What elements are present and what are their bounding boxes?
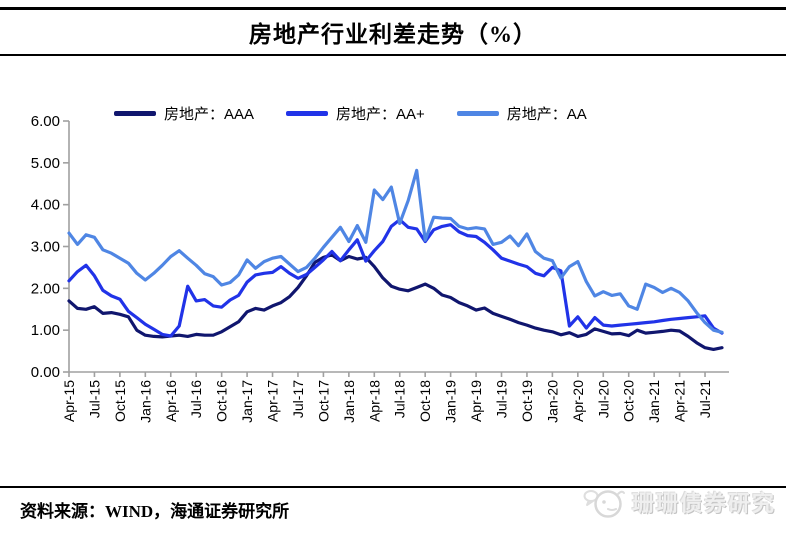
footer-divider bbox=[0, 486, 786, 488]
x-axis-label: Apr-17 bbox=[265, 380, 281, 422]
watermark: 珊珊债券研究 bbox=[582, 482, 776, 522]
x-axis-label: Apr-15 bbox=[61, 380, 77, 422]
legend-label-aa-plus: 房地产：AA+ bbox=[336, 106, 425, 123]
x-axis-label: Jul-16 bbox=[188, 380, 204, 418]
legend-swatch-aa bbox=[456, 111, 499, 116]
whale-badge-icon bbox=[583, 490, 625, 518]
x-axis-label: Oct-18 bbox=[417, 380, 433, 422]
y-axis-label: 4.00 bbox=[31, 197, 60, 214]
x-axis-label: Jan-20 bbox=[544, 380, 560, 423]
x-axis-label: Apr-21 bbox=[672, 380, 688, 422]
x-axis-label: Jul-21 bbox=[697, 380, 713, 418]
line-aaa bbox=[67, 253, 724, 351]
title-divider bbox=[0, 54, 786, 56]
legend-label-aa: 房地产：AA bbox=[506, 106, 587, 123]
x-axis-label: Jul-20 bbox=[595, 380, 611, 418]
watermark-text: 珊珊债券研究 bbox=[631, 491, 776, 516]
x-axis-label: Jan-18 bbox=[341, 380, 357, 423]
x-axis-label: Jan-21 bbox=[646, 380, 662, 423]
legend-swatch-aaa bbox=[114, 111, 156, 116]
line-aa-plus bbox=[67, 218, 724, 338]
x-axis-label: Oct-17 bbox=[315, 380, 331, 422]
legend-label-aaa: 房地产：AAA bbox=[164, 106, 255, 123]
x-axis-label: Apr-18 bbox=[366, 380, 382, 422]
series-lines bbox=[67, 168, 724, 351]
top-divider bbox=[0, 7, 786, 10]
legend-item-aaa: 房地产：AAA bbox=[114, 103, 254, 124]
y-axis-label: 5.00 bbox=[31, 155, 60, 172]
x-axis-label: Oct-15 bbox=[112, 380, 128, 422]
chart-legend: 房地产：AAA 房地产：AA+ 房地产：AA bbox=[114, 103, 587, 124]
x-axis-label: Apr-20 bbox=[570, 380, 586, 422]
x-axis-label: Jan-17 bbox=[239, 380, 255, 423]
source-note: 资料来源：WIND，海通证券研究所 bbox=[20, 502, 290, 521]
y-axis-label: 6.00 bbox=[31, 113, 60, 130]
x-axis-label: Jan-16 bbox=[137, 380, 153, 423]
line-aa bbox=[67, 168, 724, 334]
legend-item-aa: 房地产：AA bbox=[456, 103, 587, 124]
legend-item-aa-plus: 房地产：AA+ bbox=[286, 103, 425, 124]
x-axis-label: Jan-19 bbox=[443, 380, 459, 423]
page-title: 房地产行业利差走势（%） bbox=[249, 22, 537, 47]
x-axis-label: Apr-19 bbox=[468, 380, 484, 422]
chart-axes bbox=[63, 120, 729, 377]
y-axis-label: 2.00 bbox=[31, 280, 60, 297]
legend-swatch-aa-plus bbox=[286, 111, 329, 116]
y-axis-label: 1.00 bbox=[31, 322, 60, 339]
x-axis-label: Jul-19 bbox=[494, 380, 510, 418]
x-axis-label: Jul-15 bbox=[86, 380, 102, 418]
x-axis-label: Jul-17 bbox=[290, 380, 306, 418]
y-axis-label: 0.00 bbox=[31, 364, 60, 381]
x-axis-label: Oct-20 bbox=[621, 380, 637, 422]
x-axis-label: Oct-16 bbox=[214, 380, 230, 422]
x-axis-label: Jul-18 bbox=[392, 380, 408, 418]
x-axis-label: Oct-19 bbox=[519, 380, 535, 422]
y-axis-label: 3.00 bbox=[31, 239, 60, 256]
x-axis-label: Apr-16 bbox=[163, 380, 179, 422]
